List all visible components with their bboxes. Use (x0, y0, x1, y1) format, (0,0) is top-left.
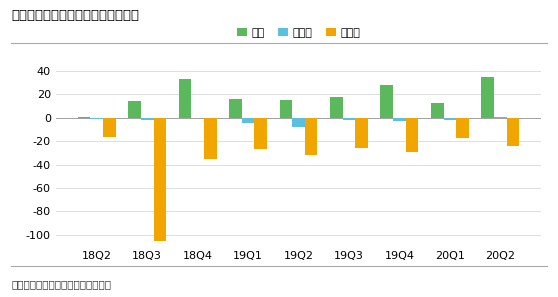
Bar (179, 79, 191, 118)
Bar (305, 118, 318, 155)
Bar (90, 118, 103, 119)
Bar (406, 118, 418, 152)
Bar (78, 117, 90, 118)
Bar (204, 118, 217, 159)
Text: 图：蔚来的季度营收和利润（亿元）: 图：蔚来的季度营收和利润（亿元） (11, 9, 139, 22)
Bar (381, 85, 393, 118)
Bar (444, 118, 456, 120)
Bar (153, 118, 166, 241)
Bar (482, 77, 494, 118)
Bar (431, 103, 444, 118)
Bar (103, 118, 116, 137)
Bar (507, 118, 519, 146)
Bar (191, 118, 204, 119)
Bar (494, 117, 507, 118)
Text: 数据来源：公司财报，老虎证券整理: 数据来源：公司财报，老虎证券整理 (11, 279, 111, 289)
Bar (229, 99, 242, 118)
Bar (343, 118, 355, 120)
Bar (141, 118, 153, 120)
Bar (355, 118, 368, 148)
Bar (456, 118, 469, 138)
Bar (280, 100, 292, 118)
Bar (254, 118, 267, 149)
Bar (292, 118, 305, 127)
Bar (393, 118, 406, 121)
Bar (330, 97, 343, 118)
Legend: 营收, 毛利润, 净利润: 营收, 毛利润, 净利润 (233, 24, 364, 43)
Bar (242, 118, 254, 123)
Bar (128, 102, 141, 118)
